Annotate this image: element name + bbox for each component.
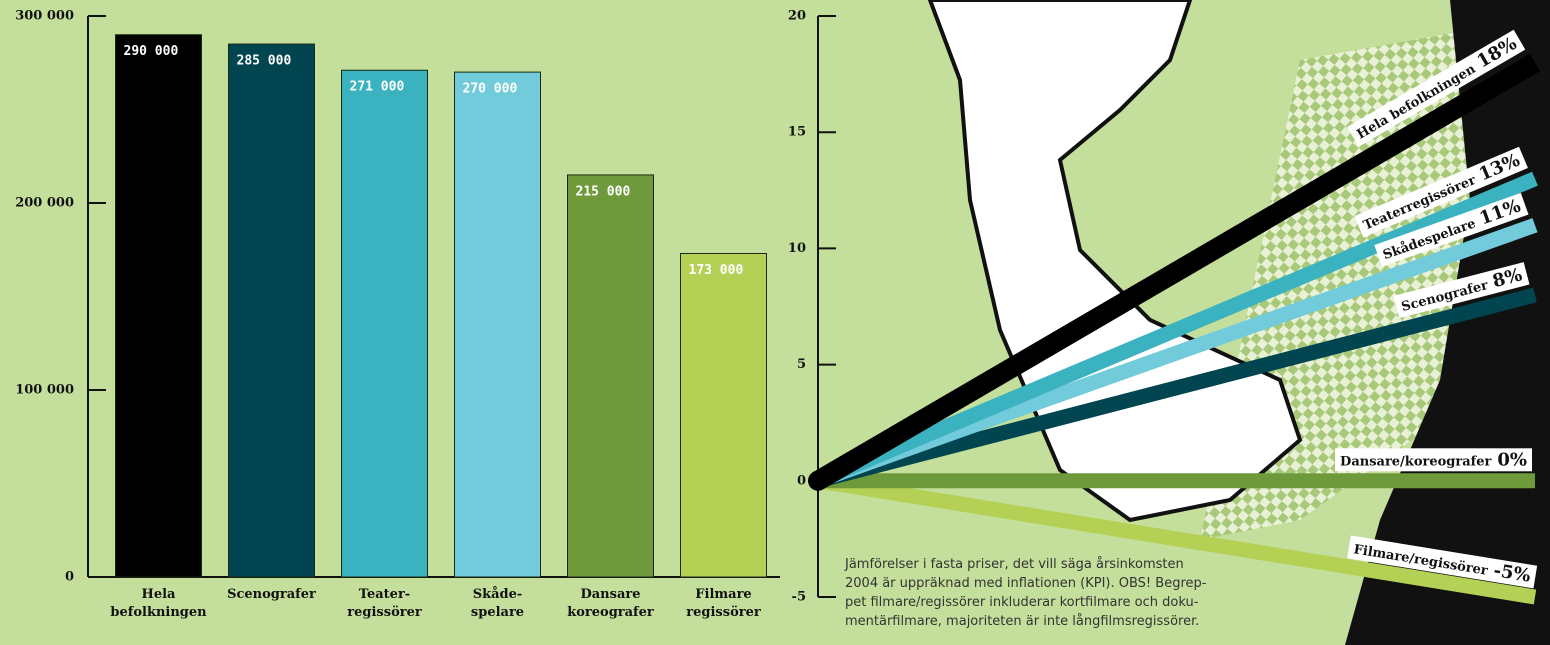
- origin-dot: [808, 470, 828, 491]
- series-label-text: Dansare/koreografer 0%: [1340, 449, 1527, 470]
- value-label: 271 000: [350, 80, 405, 95]
- x-tick-label: Filmare regissörer: [686, 587, 761, 620]
- note-line: Jämförelser i fasta priser, det vill säg…: [845, 557, 1184, 572]
- label-bg: [1374, 192, 1529, 267]
- bar: [115, 34, 202, 578]
- x-tick-label: Dansare koreografer: [567, 587, 654, 620]
- bar-chart: 0 100 000 200 000 300 000 290 000 285 000 271 …: [15, 9, 780, 585]
- y-tick-label: -5: [792, 590, 806, 605]
- y-tick-label: 200 000: [15, 196, 74, 211]
- value-label: 290 000: [124, 44, 179, 59]
- y-tick-label: 5: [797, 357, 806, 372]
- y-tick-label: 0: [65, 570, 74, 585]
- fan-line: [815, 171, 1538, 488]
- fan-line: [816, 287, 1537, 489]
- value-label: 215 000: [576, 184, 631, 199]
- value-label: 0%: [1497, 449, 1527, 470]
- x-tick-label: Scenografer: [227, 587, 316, 602]
- y-tick-label: 0: [797, 473, 806, 488]
- series-label: Dansare/koreografer 0%: [1335, 448, 1532, 472]
- y-tick-label: 300 000: [15, 9, 74, 24]
- label-bg: [1354, 146, 1528, 238]
- x-tick-label: Skåde- spelare: [470, 587, 525, 620]
- label-bg: [1347, 535, 1538, 589]
- y-tick-label: 100 000: [15, 383, 74, 398]
- y-tick-label: 10: [788, 241, 806, 256]
- value-label: 285 000: [237, 54, 292, 69]
- y-tick-label: 15: [788, 125, 806, 140]
- note-line: mentärfilmare, majoriteten är inte långf…: [845, 614, 1200, 629]
- bar: [341, 69, 428, 578]
- value-label: 270 000: [463, 82, 518, 97]
- legend-entry: Dansare/koreografer: [1340, 454, 1491, 469]
- label-bg: [1347, 29, 1526, 147]
- x-tick-label: Teater- regissörer: [347, 587, 422, 620]
- fan-line: [812, 53, 1541, 490]
- bar: [680, 252, 767, 578]
- bar: [454, 71, 541, 578]
- y-tick-label: 20: [788, 9, 806, 24]
- x-tick-label: Hela befolkningen: [110, 587, 207, 620]
- fan-line: [816, 473, 1537, 605]
- label-bg: [1335, 448, 1532, 472]
- bar: [567, 174, 654, 578]
- note: Jämförelser i fasta priser, det vill säg…: [845, 555, 1206, 631]
- note-line: 2004 är uppräknad med inflationen (KPI).…: [845, 576, 1207, 591]
- note-line: pet filmare/regissörer inkluderar kortfi…: [845, 595, 1199, 610]
- bar: [228, 43, 315, 578]
- value-label: 173 000: [689, 263, 744, 278]
- label-bg: [1393, 262, 1530, 319]
